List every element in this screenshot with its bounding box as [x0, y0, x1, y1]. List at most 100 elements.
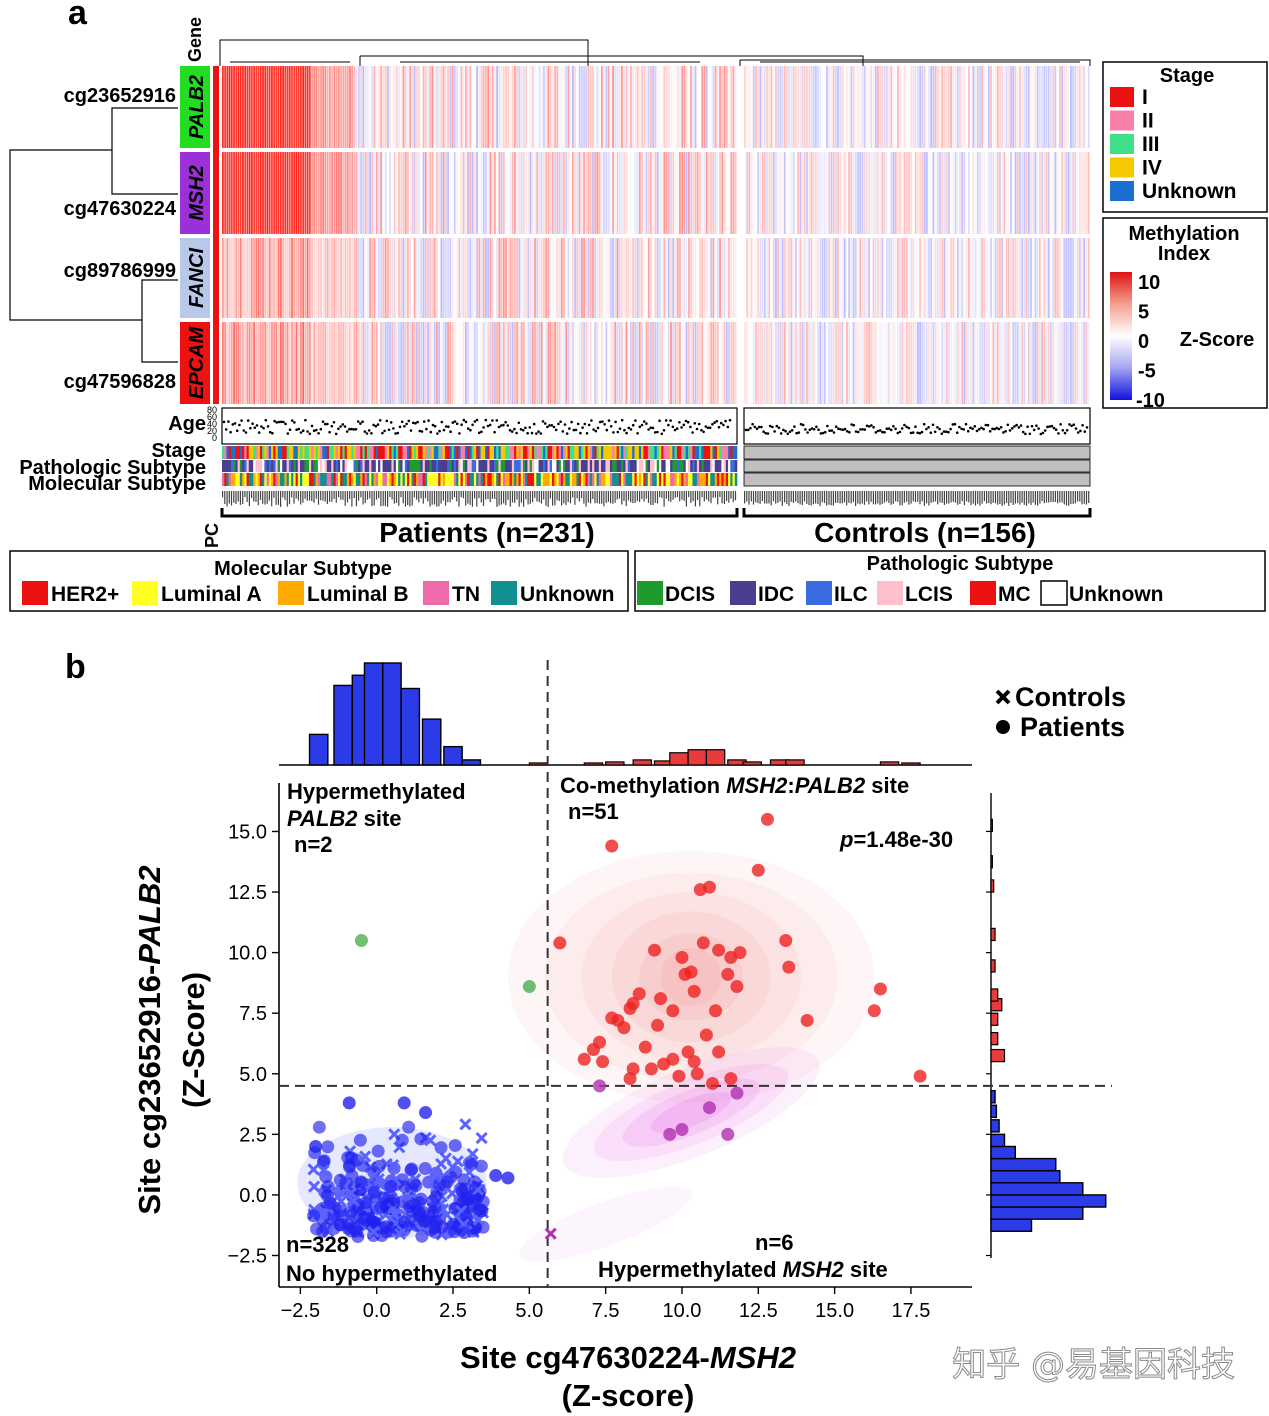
right-hist-bar-blue	[990, 1157, 1057, 1172]
top-hist-bar-blue	[308, 733, 329, 766]
x-tick-label: 10.0	[663, 1300, 702, 1322]
right-hist-bar-red	[990, 927, 996, 942]
patient-point	[867, 1004, 881, 1018]
scatter-legend: Controls Patients	[995, 682, 1126, 742]
density-contour-tail	[519, 1186, 693, 1262]
right-hist-bar-blue	[990, 1182, 1084, 1196]
y-tick-label: −2.5	[228, 1246, 267, 1268]
site-label: cg23652916	[64, 85, 176, 107]
patient-point	[343, 1158, 357, 1172]
top-hist-bar-blue	[421, 718, 442, 766]
patient-point	[434, 1141, 448, 1155]
x-tick-label: −2.5	[281, 1300, 320, 1322]
patient-point	[605, 1011, 619, 1025]
y-axis-label-line1: Site cg23652916-PALB2	[132, 865, 167, 1214]
patient-point	[386, 1193, 400, 1207]
x-axis-label-line1: Site cg47630224-MSH2	[460, 1340, 796, 1375]
molecular-swatch	[22, 581, 48, 605]
molecular-legend-label: Luminal A	[161, 583, 262, 606]
patient-point	[342, 1096, 356, 1110]
gene-color-bar	[180, 152, 210, 234]
patient-point	[395, 1133, 409, 1147]
control-point	[368, 1169, 381, 1182]
patient-point	[644, 1062, 658, 1076]
colorbar-unit: Z-Score	[1180, 329, 1254, 351]
patient-point	[651, 1018, 665, 1032]
patient-point	[696, 936, 710, 950]
age-tick: 40	[207, 419, 217, 429]
patient-point	[577, 1052, 591, 1066]
group-brackets	[220, 508, 1092, 518]
right-hist-bar-blue	[990, 1104, 998, 1119]
patient-point	[351, 1230, 365, 1244]
patient-point	[596, 1055, 610, 1069]
track-label: Molecular Subtype	[28, 473, 206, 495]
molecular-swatch	[132, 581, 158, 605]
patient-point	[397, 1096, 411, 1110]
control-point	[317, 1164, 330, 1177]
patient-point	[678, 967, 692, 981]
stage-legend-label: I	[1142, 86, 1148, 109]
patient-point	[309, 1139, 323, 1153]
right-hist-bar-red	[990, 1031, 999, 1046]
patient-point	[320, 1189, 334, 1203]
controls-group-label: Controls (n=156)	[814, 517, 1036, 548]
stage-legend-label: Unknown	[1142, 180, 1237, 203]
patient-point	[666, 1052, 680, 1066]
y-tick-label: 2.5	[239, 1124, 267, 1146]
patient-point	[522, 980, 536, 994]
annotation-band	[222, 472, 1091, 487]
age-tick: 80	[207, 405, 217, 415]
heatmap-row	[222, 152, 1090, 234]
patient-point	[468, 1221, 482, 1235]
patient-point	[699, 1028, 713, 1042]
right-hist-bar-blue	[990, 1090, 996, 1104]
pathologic-legend-title: Pathologic Subtype	[867, 553, 1054, 575]
x-tick-label: 5.0	[515, 1300, 543, 1322]
y-tick-label: 10.0	[228, 943, 267, 965]
pathologic-legend-label: ILC	[834, 583, 868, 606]
patient-point	[730, 980, 744, 994]
right-hist-bar-red	[990, 879, 995, 893]
molecular-swatch	[423, 581, 449, 605]
patient-point	[307, 1209, 321, 1223]
gene-header: Gene	[185, 17, 205, 62]
patient-point	[672, 1069, 686, 1083]
control-point	[307, 1163, 320, 1176]
control-point	[434, 1157, 448, 1171]
pathologic-swatch	[730, 581, 756, 605]
colorbar-title-2: Index	[1158, 243, 1210, 265]
patient-point	[334, 1218, 348, 1232]
patient-point	[721, 967, 735, 981]
patient-point	[693, 883, 707, 897]
x-tick-label: 17.5	[891, 1300, 930, 1322]
patient-point	[414, 1209, 428, 1223]
age-tick: 60	[207, 412, 217, 422]
patient-point	[648, 943, 662, 957]
annotation-band	[222, 445, 1091, 460]
right-hist-bar-blue	[990, 1194, 1107, 1208]
patient-point	[435, 1220, 449, 1234]
patient-point	[310, 1222, 324, 1236]
panel-b-label: b	[65, 648, 86, 686]
patient-point	[457, 1226, 471, 1240]
gene-color-bar	[180, 66, 210, 148]
pathologic-legend-label: LCIS	[905, 583, 953, 606]
patient-point	[371, 1144, 385, 1158]
colorbar-tick: -10	[1136, 390, 1165, 412]
colorbar-tick: -5	[1138, 361, 1156, 383]
age-tick: 20	[207, 426, 217, 436]
top-hist-bar-red	[687, 749, 708, 766]
top-hist-bar-red	[528, 762, 549, 766]
stage-swatch	[1110, 110, 1134, 131]
q-bottom-left-n: n=328	[286, 1232, 349, 1257]
methylation-heatmap	[222, 66, 1090, 404]
stage-swatch	[1110, 157, 1134, 178]
control-point	[475, 1132, 488, 1145]
x-tick-label: 7.5	[592, 1300, 620, 1322]
top-hist-bar-blue	[363, 662, 384, 766]
scatter-points	[307, 812, 927, 1244]
gene-color-bar	[180, 238, 210, 318]
gene-color-bar	[180, 322, 210, 404]
control-point	[426, 1167, 439, 1181]
